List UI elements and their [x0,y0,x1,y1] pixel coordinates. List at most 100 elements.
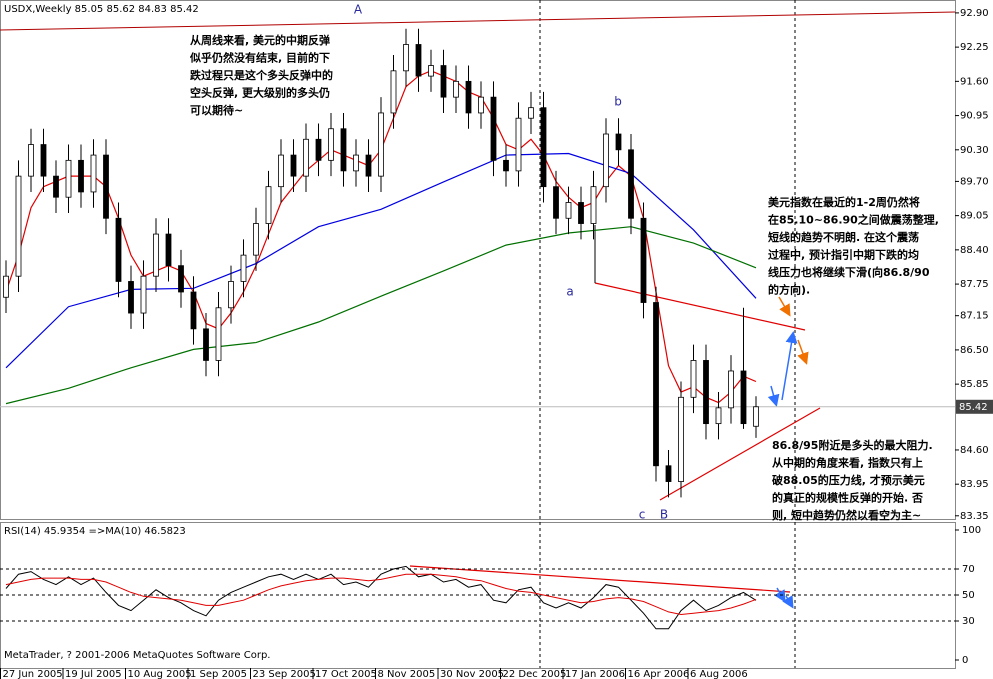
arrow [782,595,794,609]
candle-body [503,159,509,172]
y-tick-label: 88.40 [960,245,989,256]
candle-body [178,265,184,293]
trend-line [409,565,791,593]
candle-body [340,128,347,172]
x-tick-label: 8 Nov 2005 [378,669,436,679]
current-price-box [956,399,993,414]
footer: MetaTrader, ? 2001-2006 MetaQuotes Softw… [4,650,270,661]
candle-body [603,133,609,188]
candle-body [578,202,584,224]
candle-body [378,112,384,177]
y-tick-label: 87.15 [960,311,989,322]
candle-body [615,133,622,151]
annotation: 从中期的角度来看, 指数只有上 [772,456,923,470]
y-tick-label: 70 [962,564,975,575]
candle-body [653,302,659,467]
y-tick-label: 91.60 [960,76,989,87]
y-tick-label: 100 [962,525,981,536]
candle-body [553,186,559,219]
candle-body [728,370,734,409]
candle-body [315,138,322,161]
y-tick-label: 83.35 [960,511,989,522]
x-tick-label: 6 Aug 2006 [690,669,748,679]
y-tick-label: 84.60 [960,445,989,456]
candle-body [265,186,272,224]
candle-body [565,202,572,219]
annotation: 则, 短中趋势仍然以看空为主~ [772,508,921,522]
annotation: 破88.05的压力线, 才预示美元 [772,473,925,487]
x-tick-label: 23 Sep 2005 [253,669,316,679]
candle-body [15,175,22,277]
current-price-label: 85.42 [959,402,988,413]
candle-body [403,44,409,72]
y-tick-label: 50 [962,590,975,601]
candle-body [690,360,697,398]
x-tick-label: 10 Aug 2005 [128,669,192,679]
candle-body [78,159,84,193]
candle-body [440,65,447,98]
price-panel [0,0,956,520]
annotation: 在85.10~86.90之间做震荡整理, [768,213,939,227]
candle-body [115,217,122,282]
annotation: 空头反弹, 更大级别的多头仍 [190,86,330,100]
annotation: 跌过程只是这个多头反弹中的 [190,68,333,82]
y-tick-label: 83.95 [960,479,989,490]
annotation: 似乎仍然没有结束, 目前的下 [189,51,330,65]
candle-body [590,186,597,224]
annotation: 可以期待~ [190,103,243,117]
wave-label: a [566,285,573,299]
candle-body [528,107,534,119]
candle-body [390,70,397,114]
candle-body [253,223,259,256]
candle-body [740,370,747,425]
y-tick-label: 30 [962,616,975,627]
candle-body [353,154,359,172]
wave-label: B [660,508,668,522]
annotation: 过程中, 预计指引中期下跌的均 [768,248,919,262]
candle-body [453,80,459,98]
y-tick-label: 92.25 [960,42,989,53]
candle-body [515,117,522,172]
candle-body [103,154,109,219]
rsi-line [5,565,757,630]
candle-body [415,44,422,77]
y-tick-label: 87.75 [960,279,989,290]
candle-body [215,307,222,361]
annotation: 美元指数在最近的1-2周仍然将 [768,195,920,209]
candle-body [278,154,284,188]
x-tick-label: 17 Jan 2006 [565,669,625,679]
y-tick-label: 90.30 [960,145,989,156]
candle-body [478,96,484,114]
candle-body [753,406,759,427]
candle-body [715,407,722,425]
x-tick-label: 17 Oct 2005 [315,669,377,679]
candle-body [303,138,309,177]
candle-body [203,328,209,361]
x-tick-label: 19 Jul 2005 [65,669,122,679]
candle-body [465,80,472,114]
y-tick-label: 85.85 [960,379,989,390]
x-tick-label: 1 Sep 2005 [190,669,247,679]
wave-label: b [614,95,622,109]
trend-line [0,11,956,31]
arrow [797,339,809,365]
annotation: 的方向). [768,283,810,297]
x-tick-label: 16 Apr 2006 [628,669,690,679]
candle-body [678,396,684,482]
y-tick-label: 89.70 [960,176,989,187]
candle-body [153,233,159,277]
y-tick-label: 86.50 [960,345,989,356]
candle-body [128,281,134,314]
candle-body [703,360,709,425]
candle-body [328,128,334,161]
candle-body [665,465,672,482]
candle-body [490,96,497,161]
candle-body [428,65,434,77]
arrow [767,385,780,407]
candle-body [365,154,372,177]
annotation: 线压力也将继续下滑(向86.8/90 [768,265,930,279]
annotation: 86.8/95附近是多头的最大阻力. [772,438,933,452]
y-tick-label: 92.90 [960,8,989,19]
